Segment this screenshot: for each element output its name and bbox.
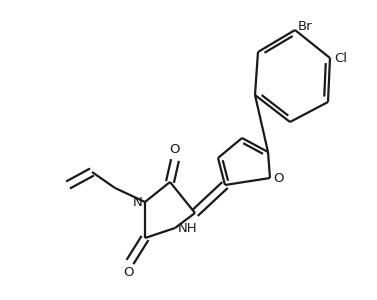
Text: Br: Br <box>298 20 313 32</box>
Text: O: O <box>170 143 180 156</box>
Text: O: O <box>123 266 133 279</box>
Text: NH: NH <box>178 221 198 235</box>
Text: N: N <box>132 196 142 208</box>
Text: Cl: Cl <box>334 52 347 64</box>
Text: O: O <box>273 172 284 184</box>
